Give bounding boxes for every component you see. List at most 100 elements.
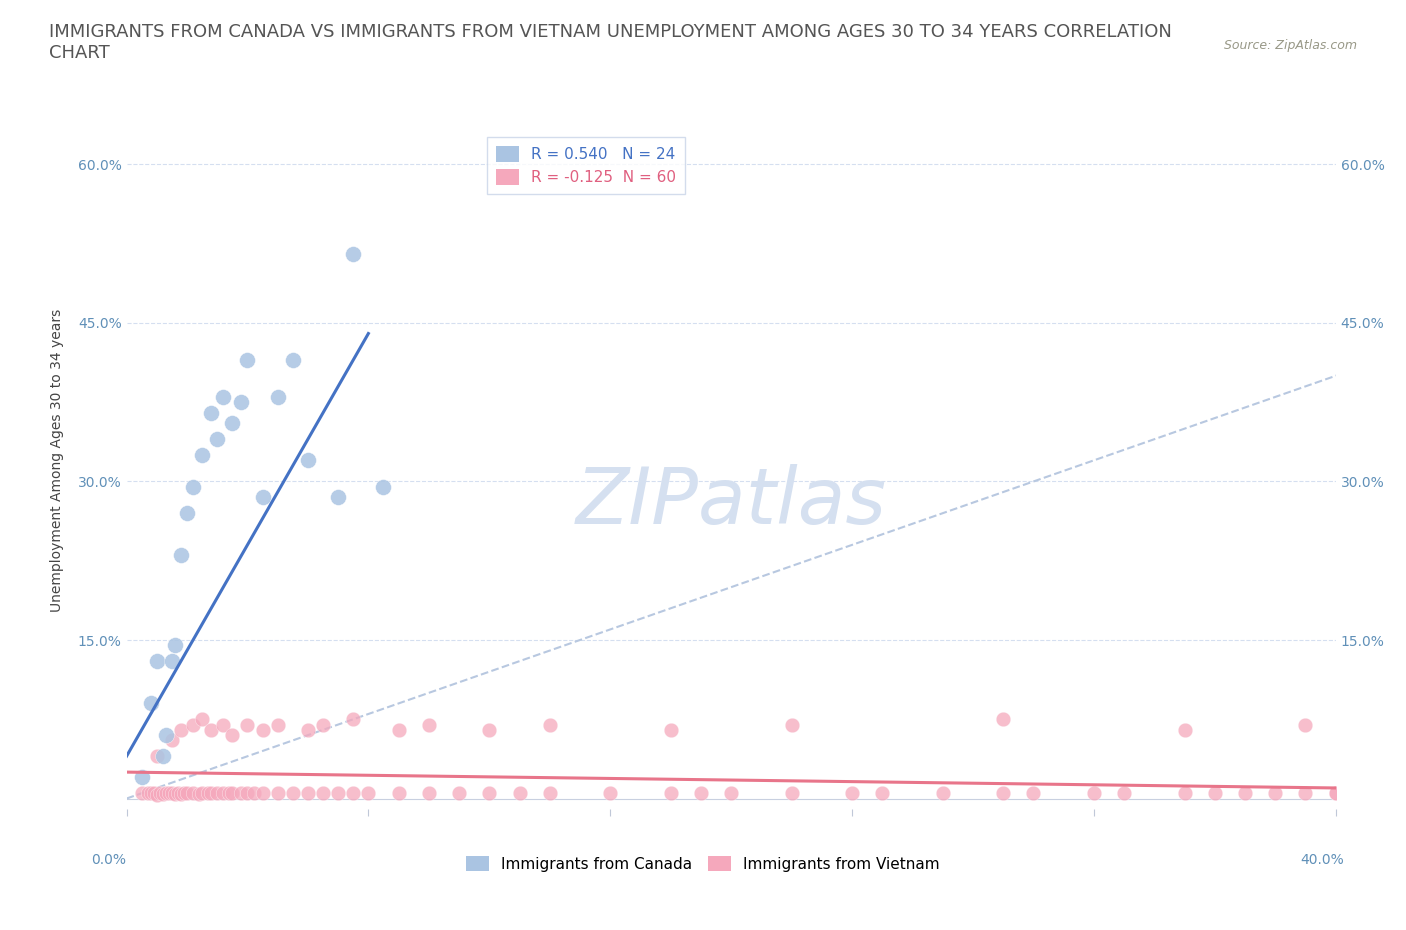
Point	[478, 786, 501, 801]
Point	[993, 711, 1015, 726]
Point	[173, 786, 195, 801]
Point	[212, 390, 235, 405]
Point	[221, 727, 243, 742]
Point	[200, 723, 222, 737]
Point	[160, 733, 183, 748]
Point	[447, 786, 470, 801]
Point	[152, 749, 174, 764]
Point	[163, 638, 186, 653]
Point	[388, 786, 411, 801]
Point	[509, 786, 531, 801]
Point	[373, 479, 395, 494]
Point	[146, 654, 169, 669]
Point	[342, 246, 364, 261]
Point	[267, 390, 290, 405]
Point	[659, 723, 682, 737]
Point	[197, 786, 219, 801]
Point	[342, 711, 364, 726]
Text: 40.0%: 40.0%	[1301, 853, 1344, 868]
Point	[242, 786, 264, 801]
Point	[160, 654, 183, 669]
Point	[205, 432, 228, 446]
Point	[131, 770, 153, 785]
Point	[312, 786, 335, 801]
Point	[659, 786, 682, 801]
Point	[155, 786, 177, 801]
Point	[841, 786, 863, 801]
Point	[720, 786, 742, 801]
Point	[1324, 786, 1347, 801]
Point	[170, 787, 193, 802]
Point	[312, 717, 335, 732]
Point	[1294, 786, 1316, 801]
Point	[1234, 786, 1257, 801]
Point	[136, 786, 159, 801]
Point	[538, 786, 561, 801]
Point	[221, 416, 243, 431]
Point	[170, 723, 193, 737]
Point	[181, 717, 204, 732]
Point	[155, 727, 177, 742]
Point	[139, 786, 162, 801]
Point	[163, 787, 186, 802]
Point	[131, 786, 153, 801]
Point	[388, 723, 411, 737]
Point	[993, 786, 1015, 801]
Point	[218, 786, 240, 801]
Point	[1173, 786, 1195, 801]
Point	[231, 786, 253, 801]
Point	[152, 787, 174, 802]
Point	[170, 548, 193, 563]
Point	[176, 506, 198, 521]
Point	[1264, 786, 1286, 801]
Point	[872, 786, 894, 801]
Point	[342, 786, 364, 801]
Point	[205, 786, 228, 801]
Point	[181, 479, 204, 494]
Point	[1083, 786, 1105, 801]
Point	[326, 490, 350, 505]
Point	[146, 749, 169, 764]
Point	[418, 717, 440, 732]
Text: 0.0%: 0.0%	[91, 853, 127, 868]
Point	[149, 786, 172, 801]
Text: Source: ZipAtlas.com: Source: ZipAtlas.com	[1223, 39, 1357, 52]
Point	[281, 786, 304, 801]
Point	[1173, 723, 1195, 737]
Point	[599, 786, 621, 801]
Point	[191, 711, 214, 726]
Point	[142, 786, 165, 801]
Point	[1114, 786, 1136, 801]
Point	[281, 352, 304, 367]
Point	[212, 717, 235, 732]
Point	[139, 696, 162, 711]
Point	[326, 786, 350, 801]
Point	[252, 786, 274, 801]
Text: ZIPatlas: ZIPatlas	[575, 464, 887, 540]
Point	[188, 787, 211, 802]
Point	[478, 723, 501, 737]
Point	[932, 786, 955, 801]
Point	[267, 786, 290, 801]
Point	[1022, 786, 1045, 801]
Point	[267, 717, 290, 732]
Point	[191, 447, 214, 462]
Text: IMMIGRANTS FROM CANADA VS IMMIGRANTS FROM VIETNAM UNEMPLOYMENT AMONG AGES 30 TO : IMMIGRANTS FROM CANADA VS IMMIGRANTS FRO…	[49, 23, 1173, 62]
Legend: Immigrants from Canada, Immigrants from Vietnam: Immigrants from Canada, Immigrants from …	[460, 849, 946, 878]
Point	[297, 723, 319, 737]
Point	[200, 405, 222, 420]
Point	[236, 717, 259, 732]
Point	[357, 786, 380, 801]
Point	[157, 786, 180, 801]
Point	[236, 352, 259, 367]
Point	[160, 786, 183, 801]
Legend: R = 0.540   N = 24, R = -0.125  N = 60: R = 0.540 N = 24, R = -0.125 N = 60	[486, 137, 685, 194]
Point	[780, 786, 803, 801]
Point	[221, 786, 243, 801]
Point	[689, 786, 711, 801]
Point	[780, 717, 803, 732]
Y-axis label: Unemployment Among Ages 30 to 34 years: Unemployment Among Ages 30 to 34 years	[51, 309, 63, 612]
Point	[167, 786, 190, 801]
Point	[231, 394, 253, 409]
Point	[297, 453, 319, 468]
